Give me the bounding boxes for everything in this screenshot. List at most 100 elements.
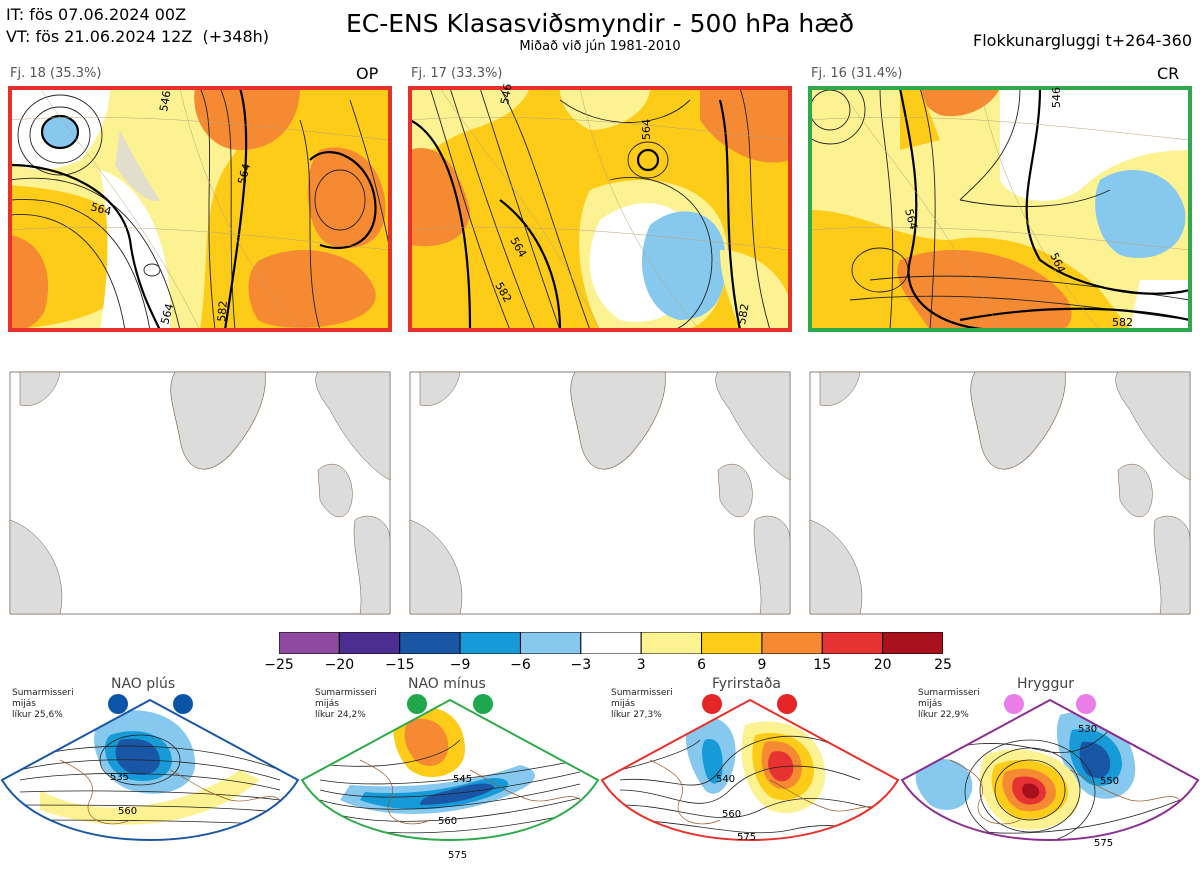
cluster-maps: 546 564 564 564 582 bbox=[8, 83, 1192, 615]
colorbar-tick-label: −15 bbox=[384, 657, 415, 673]
cluster-2-frame bbox=[408, 86, 792, 332]
contour-label: 560 bbox=[722, 809, 741, 820]
contour-label: 530 bbox=[1078, 724, 1097, 735]
regime-3-marker bbox=[702, 694, 722, 714]
colorbar-swatch bbox=[640, 632, 703, 654]
contour-label: 564 bbox=[640, 119, 653, 140]
initial-time: IT: fös 07.06.2024 00Z bbox=[6, 5, 187, 24]
contour-label: 560 bbox=[118, 806, 137, 817]
colorbar-tick-label: 25 bbox=[934, 657, 952, 673]
contour-label: 575 bbox=[1094, 838, 1113, 849]
contour-label: 575 bbox=[448, 850, 467, 861]
contour-label: 582 bbox=[215, 300, 230, 322]
regime-3-frame bbox=[600, 698, 900, 841]
regime-4-season: Sumarmisseri bbox=[918, 688, 980, 698]
contour-label: 564 bbox=[902, 207, 920, 231]
regime-1-marker bbox=[173, 694, 193, 714]
colorbar-tick-label: −6 bbox=[510, 657, 531, 673]
colorbar-swatch bbox=[279, 632, 340, 654]
contour-label: 575 bbox=[737, 832, 756, 843]
regime-4-marker bbox=[1076, 694, 1096, 714]
colorbar-tick-label: 20 bbox=[873, 657, 892, 673]
colorbar-tick-label: −3 bbox=[570, 657, 592, 673]
colorbar-tick-label: −9 bbox=[449, 657, 471, 673]
contour-label: 545 bbox=[453, 774, 472, 785]
lead-time: (+348h) bbox=[202, 27, 270, 46]
regime-2-frame bbox=[300, 698, 600, 841]
regime-maps: 535 560 545 560 575 bbox=[0, 694, 1200, 861]
contour-label: 564 bbox=[89, 200, 113, 218]
regime-3-likelihood: líkur 27,3% bbox=[611, 710, 662, 720]
climate-reference: Miðað við jún 1981-2010 bbox=[519, 39, 681, 54]
cluster-1-label: Fj. 18 (35.3%) bbox=[10, 66, 102, 81]
cluster-1-tag: OP bbox=[356, 64, 379, 83]
contour-label: 550 bbox=[1100, 776, 1119, 787]
regime-3-marker bbox=[777, 694, 797, 714]
basemap-1 bbox=[9, 371, 391, 615]
regime-1-season: Sumarmisseri bbox=[12, 688, 74, 698]
regime-1-marker bbox=[108, 694, 128, 714]
regime-1-period: mijás bbox=[12, 699, 36, 709]
contour-label: 546 bbox=[157, 90, 173, 113]
regime-2-title: NAO mínus bbox=[408, 676, 486, 692]
valid-time: VT: fös 21.06.2024 12Z (+348h) bbox=[6, 26, 269, 48]
colorbar-swatch bbox=[701, 632, 763, 654]
colorbar-swatch bbox=[519, 632, 582, 654]
regime-3-period: mijás bbox=[611, 699, 635, 709]
colorbar-swatch bbox=[580, 632, 642, 654]
regime-2-season: Sumarmisseri bbox=[315, 688, 377, 698]
colorbar-swatch bbox=[761, 632, 823, 654]
regime-1-likelihood: líkur 25,6% bbox=[12, 710, 63, 720]
colorbar-tick-label: 15 bbox=[813, 657, 832, 673]
contour-label: 546 bbox=[1050, 87, 1063, 108]
basemap-3 bbox=[809, 371, 1191, 615]
regime-2-info: Sumarmisseri mijás líkur 24,2% bbox=[315, 688, 377, 721]
colorbar-swatch bbox=[882, 632, 943, 654]
regime-4-frame bbox=[900, 698, 1200, 841]
colorbar-swatch bbox=[459, 632, 521, 654]
regime-2-marker bbox=[473, 694, 493, 714]
contour-label: 535 bbox=[110, 772, 129, 783]
contour-label: 546 bbox=[498, 83, 514, 106]
regime-3-title: Fyrirstaða bbox=[712, 676, 781, 692]
cluster-1-frame bbox=[8, 86, 392, 332]
basemap-2 bbox=[409, 371, 791, 615]
colorbar-tick-label: 9 bbox=[757, 657, 767, 673]
regime-2-period: mijás bbox=[315, 699, 339, 709]
regime-1-frame bbox=[0, 698, 300, 841]
contour-label: 582 bbox=[1112, 316, 1133, 329]
colorbar-tick-label: −25 bbox=[264, 657, 294, 673]
regime-4-likelihood: líkur 22,9% bbox=[918, 710, 969, 720]
contour-label: 582 bbox=[735, 303, 751, 326]
colorbar-swatch bbox=[821, 632, 884, 654]
regime-1-info: Sumarmisseri mijás líkur 25,6% bbox=[12, 688, 74, 721]
regime-3-info: Sumarmisseri mijás líkur 27,3% bbox=[611, 688, 673, 721]
contour-label: 564 bbox=[158, 302, 176, 326]
cluster-2-map bbox=[410, 88, 790, 330]
colorbar-tick-label: 3 bbox=[636, 657, 646, 673]
colorbar-tick-label: 6 bbox=[697, 657, 706, 673]
contour-label: 540 bbox=[716, 774, 735, 785]
contour-label: 560 bbox=[438, 816, 457, 827]
cluster-2-label: Fj. 17 (33.3%) bbox=[411, 66, 503, 81]
cluster-3-frame bbox=[808, 86, 1192, 332]
cluster-3-map bbox=[810, 88, 1190, 330]
cluster-3-label: Fj. 16 (31.4%) bbox=[811, 66, 903, 81]
regime-2-likelihood: líkur 24,2% bbox=[315, 710, 366, 720]
regime-4-period: mijás bbox=[918, 699, 942, 709]
colorbar-swatch bbox=[338, 632, 401, 654]
regime-4-info: Sumarmisseri mijás líkur 22,9% bbox=[918, 688, 980, 721]
colorbar-swatch bbox=[399, 632, 461, 654]
regime-4-marker bbox=[1004, 694, 1024, 714]
colorbar bbox=[279, 632, 943, 654]
regime-4-title: Hryggur bbox=[1017, 676, 1074, 692]
cluster-3-tag: CR bbox=[1157, 64, 1180, 83]
colorbar-tick-label: −20 bbox=[324, 657, 355, 673]
clustering-window: Flokkunargluggi t+264-360 bbox=[973, 31, 1192, 50]
run-info: IT: fös 07.06.2024 00Z VT: fös 21.06.202… bbox=[6, 4, 269, 48]
contour-label: 564 bbox=[235, 162, 253, 186]
valid-time-text: VT: fös 21.06.2024 12Z bbox=[6, 27, 193, 46]
cluster-1-map bbox=[10, 88, 390, 330]
regime-3-season: Sumarmisseri bbox=[611, 688, 673, 698]
regime-1-title: NAO plús bbox=[111, 676, 176, 692]
